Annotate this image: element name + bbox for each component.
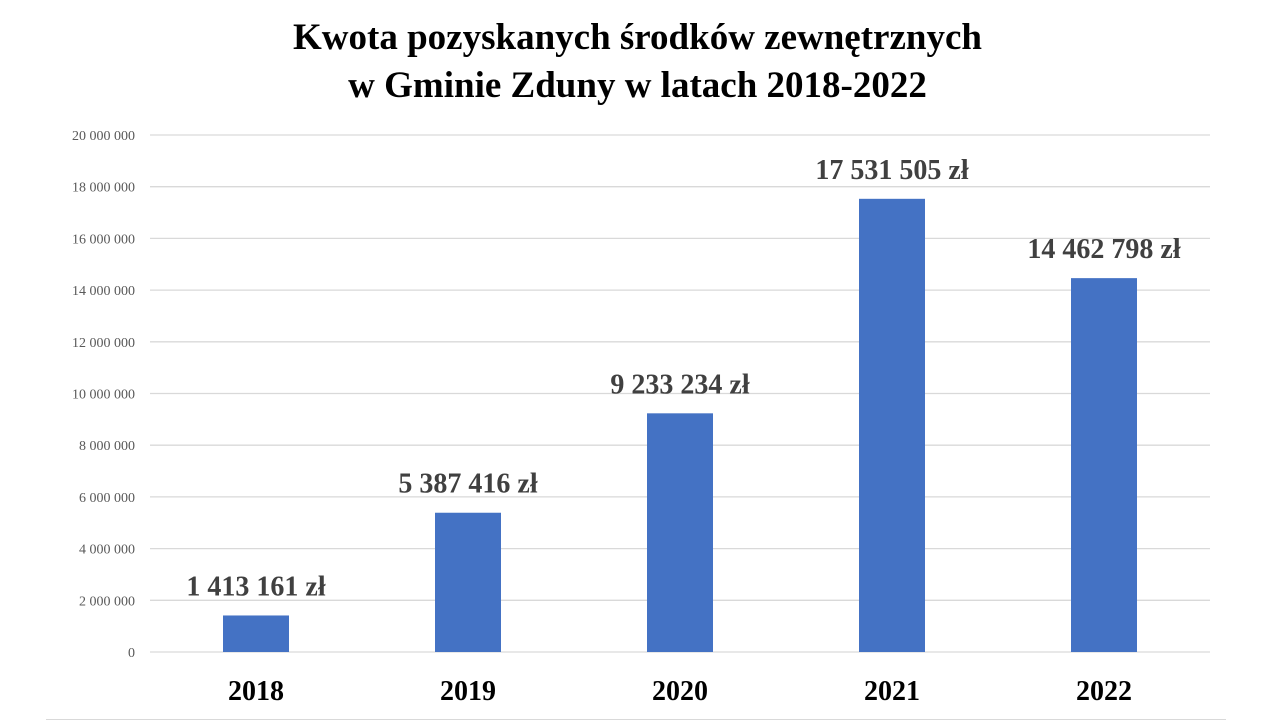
y-tick-label: 0 bbox=[128, 646, 135, 661]
bar bbox=[1071, 278, 1137, 652]
x-tick-label: 2019 bbox=[440, 676, 496, 707]
x-tick-label: 2020 bbox=[652, 676, 708, 707]
bar bbox=[859, 198, 925, 652]
y-tick-label: 10 000 000 bbox=[72, 388, 135, 403]
x-tick-label: 2021 bbox=[864, 676, 920, 707]
y-tick-label: 2 000 000 bbox=[79, 594, 135, 609]
bottom-divider bbox=[46, 719, 1226, 720]
bar bbox=[647, 413, 713, 652]
data-label: 5 387 416 zł bbox=[398, 469, 537, 500]
bar bbox=[223, 615, 289, 652]
y-tick-label: 6 000 000 bbox=[79, 491, 135, 506]
data-label: 17 531 505 zł bbox=[815, 155, 968, 186]
bar bbox=[435, 512, 501, 652]
y-tick-label: 16 000 000 bbox=[72, 232, 135, 247]
data-label: 14 462 798 zł bbox=[1027, 234, 1180, 265]
data-label: 9 233 234 zł bbox=[610, 369, 749, 400]
chart-title-line-2: w Gminie Zduny w latach 2018-2022 bbox=[348, 65, 927, 106]
data-label: 1 413 161 zł bbox=[186, 571, 325, 602]
y-tick-label: 18 000 000 bbox=[72, 181, 135, 196]
y-tick-label: 4 000 000 bbox=[79, 543, 135, 558]
chart-title-line-1: Kwota pozyskanych środków zewnętrznych bbox=[293, 17, 982, 58]
chart-title: Kwota pozyskanych środków zewnętrznych w… bbox=[0, 14, 1275, 110]
y-tick-label: 14 000 000 bbox=[72, 284, 135, 299]
x-tick-label: 2018 bbox=[228, 676, 284, 707]
y-tick-label: 12 000 000 bbox=[72, 336, 135, 351]
y-tick-label: 8 000 000 bbox=[79, 439, 135, 454]
x-tick-label: 2022 bbox=[1076, 676, 1132, 707]
y-tick-label: 20 000 000 bbox=[72, 129, 135, 144]
